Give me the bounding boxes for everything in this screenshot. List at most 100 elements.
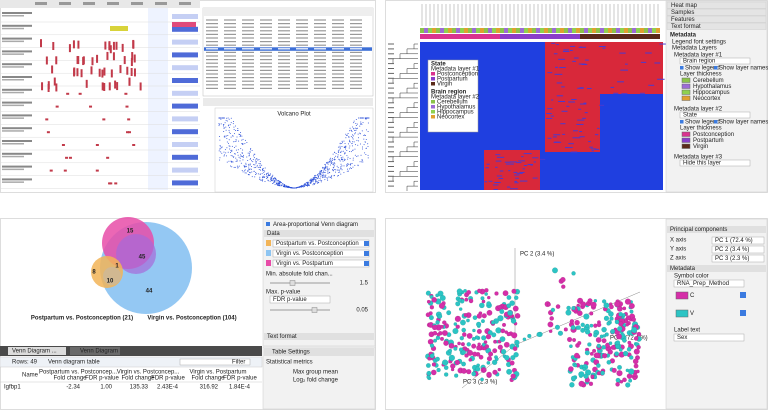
- volcano-point: [237, 149, 239, 151]
- volcano-point: [352, 135, 354, 137]
- track-bar: [108, 42, 111, 51]
- sample-point: [481, 367, 487, 373]
- heatmap-speckle: [499, 170, 504, 172]
- metadata-cell: [564, 28, 568, 33]
- sample-point: [461, 327, 467, 333]
- dropdown[interactable]: [679, 159, 751, 167]
- volcano-point: [279, 181, 281, 183]
- dropdown[interactable]: [673, 279, 745, 288]
- tab[interactable]: [8, 347, 66, 355]
- table-cell: [332, 44, 344, 46]
- panel-tab[interactable]: [666, 22, 767, 30]
- track-bar: [132, 144, 136, 146]
- heatmap-speckle: [547, 108, 553, 110]
- volcano-point: [313, 183, 315, 185]
- volcano-point: [353, 122, 355, 124]
- volcano-point: [367, 117, 369, 119]
- sample-point: [431, 324, 438, 331]
- dropdown-value: Hide this layer: [683, 161, 721, 167]
- heatmap-speckle: [495, 160, 502, 162]
- volcano-point: [277, 183, 279, 185]
- volcano-point: [350, 151, 352, 153]
- track-label: [2, 12, 32, 14]
- volcano-point: [354, 133, 356, 135]
- legend-item: Postpartum: [437, 77, 468, 83]
- volcano-point: [330, 163, 332, 165]
- heatmap-speckle: [519, 180, 528, 182]
- volcano-point: [229, 165, 231, 167]
- volcano-point: [279, 182, 281, 184]
- volcano-point: [233, 147, 235, 149]
- table-cell: [296, 84, 308, 86]
- heatmap-speckle: [571, 99, 577, 101]
- sample-point: [455, 324, 460, 329]
- filter-box[interactable]: [179, 358, 251, 366]
- tab[interactable]: [70, 347, 120, 355]
- panel-tab[interactable]: [666, 1, 767, 9]
- dropdown[interactable]: [269, 295, 331, 304]
- checkbox[interactable]: [714, 66, 718, 70]
- table-cell: [332, 59, 344, 61]
- table-cell: [296, 87, 308, 89]
- track-bar: [40, 39, 43, 48]
- checkbox[interactable]: [714, 120, 718, 124]
- row-label: [388, 126, 394, 128]
- table-cell: [332, 62, 344, 64]
- volcano-point: [340, 173, 342, 175]
- metadata-cell: [452, 34, 456, 39]
- heatmap-speckle: [513, 171, 518, 173]
- dropdown[interactable]: [711, 254, 765, 263]
- volcano-point: [334, 159, 336, 161]
- dropdown[interactable]: [673, 333, 745, 342]
- checkbox[interactable]: [266, 222, 270, 226]
- volcano-point: [265, 174, 267, 176]
- track-bar: [108, 82, 111, 91]
- table-title: Venn diagram table: [48, 360, 100, 366]
- track-feature: [172, 26, 198, 32]
- table-cell: [206, 77, 218, 79]
- table-cell: [278, 66, 290, 68]
- volcano-point: [280, 185, 282, 187]
- volcano-point: [283, 183, 285, 185]
- table-cell: [242, 19, 254, 21]
- metadata-cell: [584, 28, 588, 33]
- panel-tab[interactable]: [666, 8, 767, 16]
- track-bar: [65, 156, 69, 159]
- sample-point: [557, 330, 564, 336]
- panel-tab[interactable]: [666, 15, 767, 23]
- sample-point: [460, 342, 465, 347]
- slider-thumb[interactable]: [289, 280, 296, 286]
- metadata-cell: [608, 34, 612, 39]
- volcano-point: [327, 179, 329, 181]
- volcano-point: [266, 176, 268, 178]
- axis-label: PC 1 (72.4 %): [610, 336, 648, 342]
- track-bar: [68, 156, 72, 159]
- sample-point: [481, 313, 487, 319]
- metadata-cell: [420, 28, 424, 33]
- table-cell: [296, 59, 308, 61]
- metadata-cell: [616, 28, 620, 33]
- track-label: [2, 88, 32, 91]
- row-label: [388, 92, 394, 94]
- row-label: [388, 63, 394, 65]
- slider-thumb[interactable]: [311, 307, 318, 313]
- sample-point: [458, 307, 463, 311]
- dropdown[interactable]: [679, 57, 751, 65]
- dropdown[interactable]: [711, 245, 765, 254]
- metadata-cell: [656, 28, 660, 33]
- volcano-point: [253, 167, 255, 169]
- track-bar: [114, 80, 117, 89]
- table-cell: [242, 37, 254, 39]
- volcano-point: [277, 181, 279, 183]
- track-label: [2, 79, 24, 81]
- sample-point: [617, 326, 623, 332]
- sample-point: [589, 323, 594, 328]
- volcano-point: [231, 149, 233, 151]
- checkbox[interactable]: [680, 120, 684, 124]
- checkbox[interactable]: [680, 66, 684, 70]
- dropdown[interactable]: [679, 111, 751, 119]
- sample-point: [606, 321, 611, 326]
- dropdown[interactable]: [711, 236, 765, 245]
- volcano-point: [297, 187, 299, 189]
- heatmap-speckle: [579, 46, 583, 48]
